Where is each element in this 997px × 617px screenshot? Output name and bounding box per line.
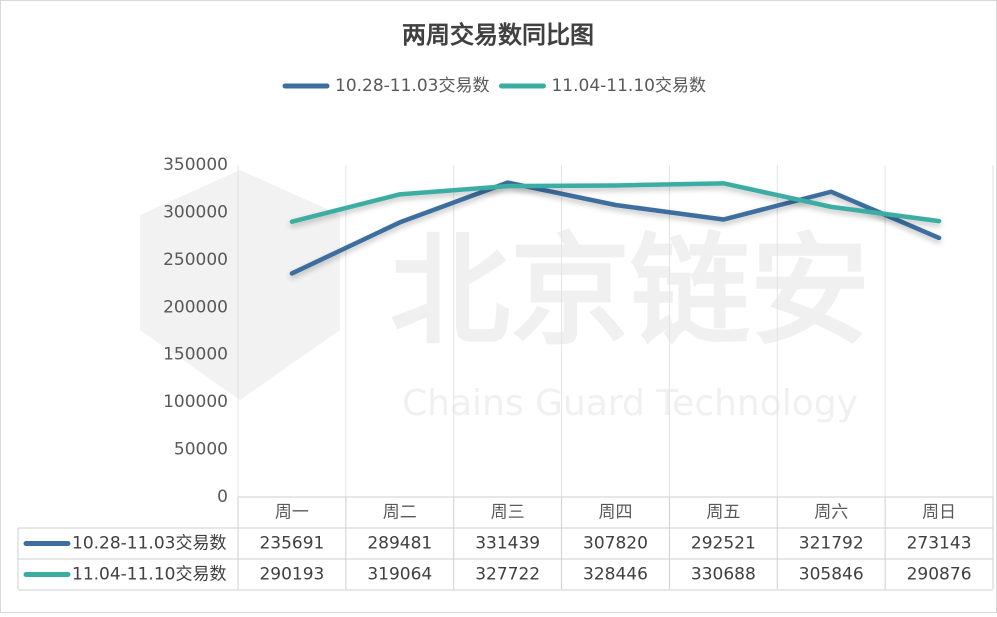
table-value: 235691 bbox=[259, 534, 324, 554]
x-tick-label: 周三 bbox=[491, 503, 525, 523]
table-value: 327722 bbox=[475, 565, 540, 585]
table-value: 273143 bbox=[907, 534, 972, 554]
x-tick-label: 周六 bbox=[814, 503, 848, 523]
y-tick-label: 250000 bbox=[163, 250, 228, 270]
series-line bbox=[289, 180, 942, 276]
watermark-logo bbox=[140, 170, 340, 400]
x-tick-label: 周一 bbox=[275, 503, 309, 523]
chart-title: 两周交易数同比图 bbox=[402, 21, 594, 49]
table-value: 290193 bbox=[259, 565, 324, 585]
table-value: 331439 bbox=[475, 534, 540, 554]
y-tick-label: 300000 bbox=[163, 202, 228, 222]
legend-label: 10.28-11.03交易数 bbox=[335, 76, 489, 96]
table-value: 289481 bbox=[367, 534, 432, 554]
y-tick-label: 50000 bbox=[174, 440, 228, 460]
x-tick-label: 周二 bbox=[383, 503, 417, 523]
table-value: 321792 bbox=[799, 534, 864, 554]
x-tick-label: 周五 bbox=[706, 503, 740, 523]
watermark-subtitle: Chains Guard Technology bbox=[402, 383, 858, 424]
table-value: 330688 bbox=[691, 565, 756, 585]
y-tick-label: 350000 bbox=[163, 155, 228, 175]
table-value: 305846 bbox=[799, 565, 864, 585]
table-value: 292521 bbox=[691, 534, 756, 554]
y-tick-label: 200000 bbox=[163, 297, 228, 317]
y-tick-label: 150000 bbox=[163, 345, 228, 365]
series-line bbox=[289, 181, 942, 224]
table-value: 319064 bbox=[367, 565, 432, 585]
y-tick-label: 100000 bbox=[163, 392, 228, 412]
table-series-name: 11.04-11.10交易数 bbox=[72, 565, 226, 585]
x-tick-label: 周日 bbox=[922, 503, 956, 523]
watermark: 北京链安 bbox=[390, 223, 870, 362]
x-tick-label: 周四 bbox=[599, 503, 633, 523]
table-value: 328446 bbox=[583, 565, 648, 585]
y-tick-label: 0 bbox=[217, 487, 228, 507]
table-series-name: 10.28-11.03交易数 bbox=[72, 534, 226, 554]
table-value: 290876 bbox=[907, 565, 972, 585]
table-value: 307820 bbox=[583, 534, 648, 554]
legend-label: 11.04-11.10交易数 bbox=[551, 76, 705, 96]
